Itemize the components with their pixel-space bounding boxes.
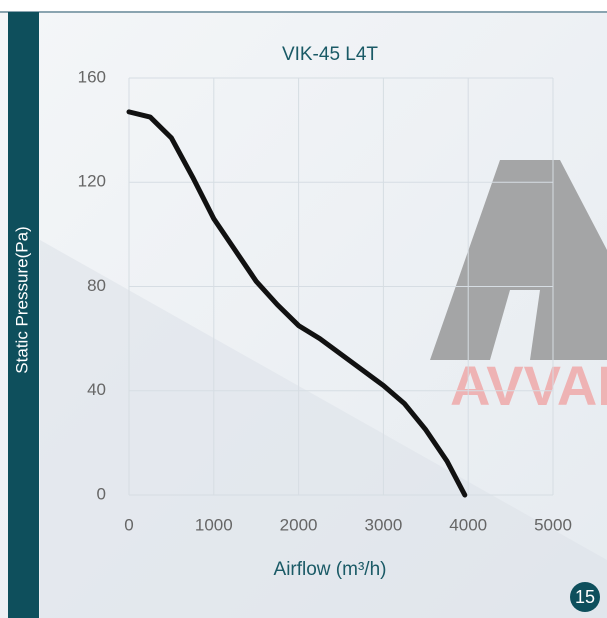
x-tick-label: 1000 xyxy=(195,515,233,534)
y-tick-label: 0 xyxy=(97,484,106,503)
side-bar xyxy=(8,12,39,618)
x-axis-label: Airflow (m³/h) xyxy=(274,559,387,580)
watermark: AVVAL xyxy=(450,354,607,417)
x-tick-label: 2000 xyxy=(280,515,318,534)
y-tick-label: 80 xyxy=(87,276,106,295)
y-tick-label: 40 xyxy=(87,380,106,399)
y-tick-label: 160 xyxy=(78,67,106,86)
x-tick-label: 0 xyxy=(124,515,133,534)
curve xyxy=(126,109,468,498)
y-tick-label: 120 xyxy=(78,172,106,191)
grid xyxy=(128,77,554,496)
x-tick-label: 4000 xyxy=(449,515,487,534)
page-number: 15 xyxy=(575,587,595,607)
chart-title: VIK-45 L4T xyxy=(282,44,378,65)
watermark-logo xyxy=(430,160,607,360)
y-axis-label: Static Pressure(Pa) xyxy=(12,226,31,373)
diagonal-shade xyxy=(40,240,607,618)
page-badge xyxy=(570,582,600,612)
x-tick-label: 3000 xyxy=(364,515,402,534)
x-tick-label: 5000 xyxy=(534,515,572,534)
